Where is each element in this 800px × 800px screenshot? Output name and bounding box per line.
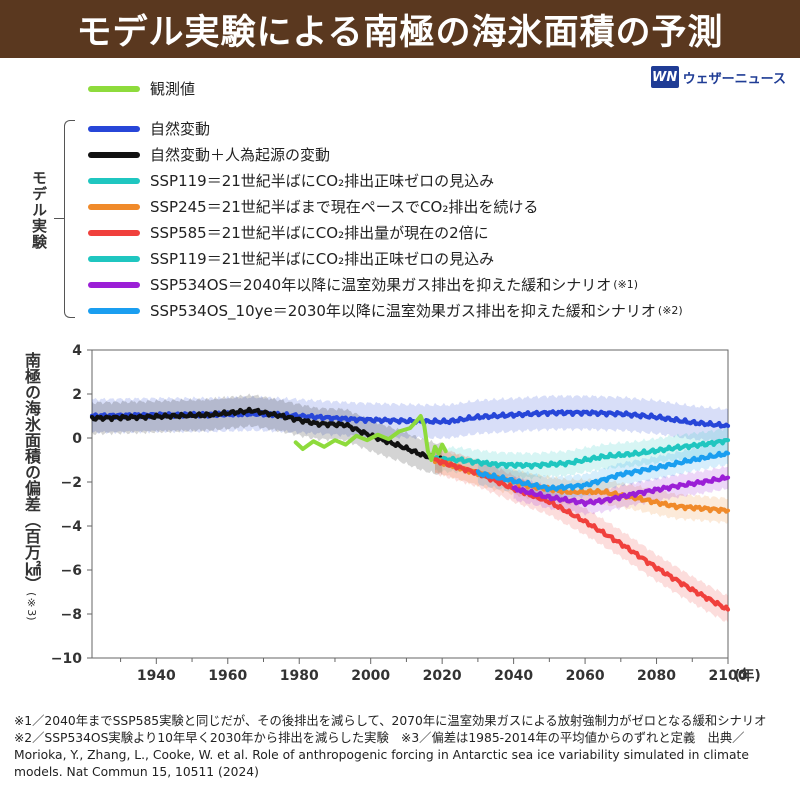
- series-line-7: [293, 414, 448, 462]
- x-tick-label: 2000: [351, 668, 390, 684]
- legend-swatch-model-1: [88, 151, 140, 158]
- y-tick-label: −2: [61, 475, 82, 491]
- y-tick-label: 4: [72, 343, 82, 359]
- y-tick-label: −8: [61, 607, 82, 623]
- x-tick-label: 1980: [280, 668, 319, 684]
- legend-item-model-3: SSP245＝21世紀半ばまで現在ペースでCO₂排出を続ける: [88, 196, 538, 217]
- y-tick-label: 0: [72, 431, 82, 447]
- legend-swatch-model-0: [88, 125, 140, 132]
- legend-label-model-6: SSP534OS＝2040年以降に温室効果ガス排出を抑えた緩和シナリオ: [150, 276, 612, 294]
- legend-swatch-model-2: [88, 177, 140, 184]
- legend-item-observed: 観測値: [88, 78, 195, 99]
- legend-label-model-1: 自然変動＋人為起源の変動: [150, 146, 331, 164]
- x-tick-label: 2080: [637, 668, 676, 684]
- legend-item-model-6: SSP534OS＝2040年以降に温室効果ガス排出を抑えた緩和シナリオ (※1): [88, 274, 638, 295]
- legend-swatch-model-4: [88, 229, 140, 236]
- legend-item-model-5: SSP119＝21世紀半ばにCO₂排出正味ゼロの見込み: [88, 248, 494, 269]
- series-line-1: [89, 406, 445, 463]
- x-axis-unit: (年): [734, 667, 761, 684]
- header-banner: モデル実験による南極の海氷面積の予測: [0, 0, 800, 58]
- legend-label-model-5: SSP119＝21世紀半ばにCO₂排出正味ゼロの見込み: [150, 250, 495, 268]
- page-title: モデル実験による南極の海氷面積の予測: [76, 12, 724, 53]
- y-axis-label-text: 南極の海氷面積の偏差（百万㎢）: [22, 352, 41, 592]
- legend-swatch-model-3: [88, 203, 140, 210]
- brand: WN ウェザーニュース: [650, 66, 786, 88]
- legend-note-model-6: (※1): [613, 278, 639, 291]
- legend-label-model-2: SSP119＝21世紀半ばにCO₂排出正味ゼロの見込み: [150, 172, 495, 190]
- x-tick-label: 2100: [709, 668, 748, 684]
- legend-swatch-model-6: [88, 281, 140, 288]
- x-tick-label: 1960: [208, 668, 247, 684]
- x-tick-label: 1940: [137, 668, 176, 684]
- legend-item-model-1: 自然変動＋人為起源の変動: [88, 144, 330, 165]
- legend-label-model-3: SSP245＝21世紀半ばまで現在ペースでCO₂排出を続ける: [150, 198, 539, 216]
- series-line-6: [475, 450, 731, 493]
- legend-item-model-2: SSP119＝21世紀半ばにCO₂排出正味ゼロの見込み: [88, 170, 494, 191]
- x-tick-label: 2020: [423, 668, 462, 684]
- legend-label-model-7: SSP534OS_10ye＝2030年以降に温室効果ガス排出を抑えた緩和シナリオ: [150, 302, 656, 320]
- weathernews-logo-icon: WN: [650, 66, 679, 88]
- series-line-5: [511, 474, 731, 507]
- legend-label-model-0: 自然変動: [150, 120, 211, 138]
- x-tick-label: 2040: [494, 668, 533, 684]
- legend-group-bracket-tick: [54, 218, 64, 219]
- legend-item-model-4: SSP585＝21世紀半ばにCO₂排出量が現在の2倍に: [88, 222, 489, 243]
- y-tick-label: −10: [51, 651, 82, 667]
- legend-swatch-observed: [88, 85, 140, 92]
- plot-frame: [91, 349, 729, 659]
- footnotes: ※1／2040年までSSP585実験と同じだが、その後排出を減らして、2070年…: [14, 714, 779, 779]
- legend-item-model-0: 自然変動: [88, 118, 210, 139]
- legend-note-model-7: (※2): [657, 304, 683, 317]
- y-tick-label: 2: [72, 387, 82, 403]
- legend-label-model-4: SSP585＝21世紀半ばにCO₂排出量が現在の2倍に: [150, 224, 489, 242]
- legend-swatch-model-7: [88, 307, 140, 314]
- y-axis-label-note: (※3): [25, 592, 38, 621]
- series-line-2: [432, 438, 731, 470]
- legend-group-bracket: [64, 120, 75, 318]
- series-band-5: [513, 465, 728, 516]
- chart: 4 2 0 −2 −4 −6 −8 −10 1940 1960 1980 2000 2020 2040 20…: [51, 343, 761, 684]
- y-tick-label: −6: [61, 563, 82, 579]
- y-tick-label: −4: [61, 519, 83, 535]
- x-tick-label: 2060: [566, 668, 605, 684]
- brand-name: ウェザーニュース: [682, 71, 786, 87]
- series-band-4: [435, 446, 728, 623]
- legend-swatch-model-5: [88, 255, 140, 262]
- y-axis-label: 南極の海氷面積の偏差（百万㎢）(※3): [18, 352, 42, 621]
- legend-group-label: モデル実験: [30, 170, 48, 250]
- legend-label-observed: 観測値: [150, 80, 196, 98]
- legend-item-model-7: SSP534OS_10ye＝2030年以降に温室効果ガス排出を抑えた緩和シナリオ…: [88, 300, 683, 321]
